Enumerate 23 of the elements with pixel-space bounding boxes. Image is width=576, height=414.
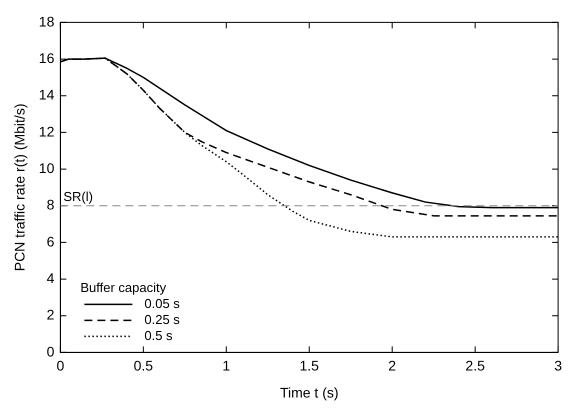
- y-tick-label: 16: [38, 50, 55, 66]
- y-tick-label: 8: [46, 196, 55, 213]
- y-tick-label: 12: [38, 123, 55, 140]
- x-tick-label: 2: [388, 358, 396, 374]
- y-tick-label: 14: [38, 86, 55, 103]
- x-axis-title: Time t (s): [280, 384, 339, 400]
- y-tick-label: 10: [38, 160, 55, 176]
- legend-label: 0.5 s: [144, 328, 174, 343]
- y-axis-title: PCN traffic rate r(t) (Mbit/s): [11, 104, 28, 272]
- legend-label: 0.05 s: [144, 296, 180, 311]
- x-tick-label: 3: [554, 358, 562, 374]
- y-tick-label: 4: [46, 270, 55, 286]
- y-tick-label: 0: [46, 343, 55, 360]
- ref-line-label: SR(l): [63, 188, 93, 204]
- y-tick-label: 18: [38, 13, 55, 30]
- x-tick-label: 1.5: [300, 358, 320, 374]
- legend-label: 0.25 s: [144, 312, 180, 327]
- x-tick-label: 2.5: [465, 358, 486, 374]
- x-tick-label: 1: [222, 358, 230, 374]
- y-tick-label: 6: [46, 233, 55, 250]
- x-tick-label: 0.5: [134, 358, 154, 374]
- y-tick-label: 2: [46, 306, 55, 323]
- legend-title: Buffer capacity: [80, 280, 167, 295]
